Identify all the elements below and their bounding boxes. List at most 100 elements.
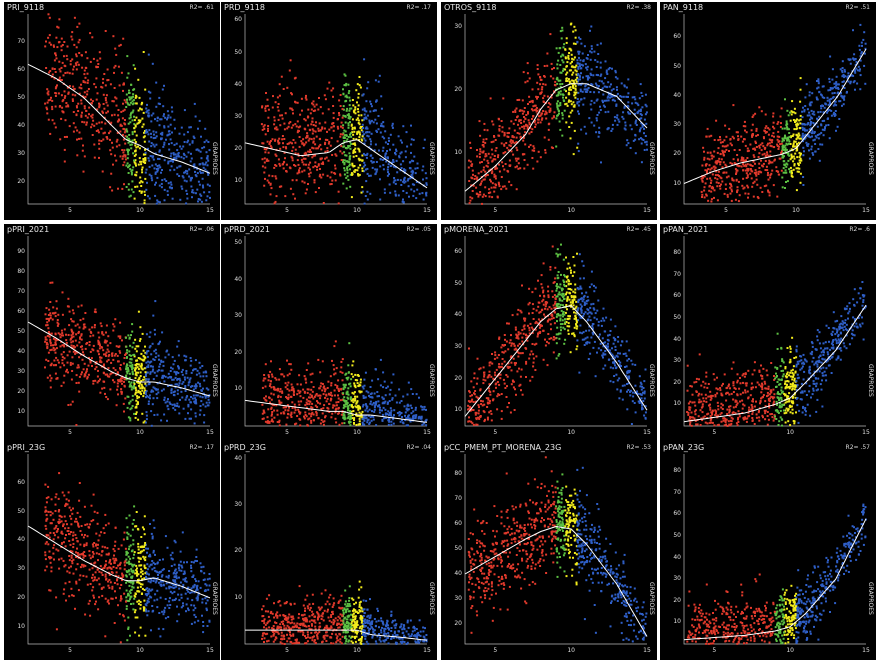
data-point <box>125 164 128 167</box>
data-point <box>341 108 344 111</box>
data-point <box>270 386 273 389</box>
data-point <box>574 93 577 96</box>
data-point <box>765 165 768 168</box>
data-point <box>411 172 414 175</box>
data-point <box>46 347 49 350</box>
data-point <box>160 186 163 189</box>
data-point <box>351 127 354 129</box>
data-point <box>133 115 135 118</box>
data-point <box>847 80 850 83</box>
data-point <box>291 157 294 160</box>
data-point <box>307 388 310 391</box>
data-point <box>119 368 122 371</box>
data-point <box>65 339 68 342</box>
data-point <box>539 114 542 117</box>
data-point <box>568 115 571 118</box>
data-point <box>315 135 318 138</box>
data-point <box>171 378 174 381</box>
data-point <box>98 156 100 159</box>
data-point <box>624 124 627 127</box>
data-point <box>147 147 149 150</box>
data-point <box>96 375 99 378</box>
data-point <box>332 116 335 119</box>
data-point <box>467 166 470 169</box>
data-point <box>341 126 344 129</box>
data-point <box>498 118 500 121</box>
data-point <box>93 124 96 127</box>
data-point <box>124 158 127 161</box>
data-point <box>135 95 138 98</box>
data-point <box>562 46 565 49</box>
data-point <box>604 60 607 63</box>
data-point <box>133 130 136 133</box>
data-point <box>828 80 831 83</box>
data-point <box>399 179 402 182</box>
data-point <box>510 139 513 142</box>
data-point <box>594 82 597 85</box>
data-point <box>114 353 117 355</box>
data-point <box>123 99 126 102</box>
data-point <box>150 390 153 393</box>
data-point <box>365 156 368 159</box>
data-point <box>163 188 166 191</box>
data-point <box>364 154 367 157</box>
data-point <box>200 389 203 392</box>
data-point <box>92 57 95 60</box>
data-point <box>418 396 420 399</box>
data-point <box>809 136 812 139</box>
data-point <box>152 390 155 393</box>
data-point <box>272 420 275 423</box>
y-tick-label: 10 <box>17 408 25 415</box>
data-point <box>129 116 132 119</box>
data-point <box>528 95 531 98</box>
data-point <box>332 129 335 132</box>
data-point <box>66 71 69 74</box>
data-point <box>202 371 205 374</box>
data-point <box>122 151 125 154</box>
data-point <box>863 52 866 55</box>
data-point <box>125 375 128 378</box>
data-point <box>272 95 274 98</box>
data-point <box>191 189 194 192</box>
data-point <box>753 147 756 150</box>
data-point <box>44 336 47 339</box>
data-point <box>271 175 274 178</box>
data-point <box>130 361 133 364</box>
data-point <box>89 361 92 364</box>
data-point <box>394 193 397 196</box>
data-point <box>369 192 372 195</box>
data-point <box>569 62 572 65</box>
data-point <box>425 182 428 185</box>
data-point <box>753 156 756 158</box>
data-point <box>566 80 569 82</box>
data-point <box>131 346 134 349</box>
data-point <box>102 138 105 141</box>
data-point <box>151 179 154 182</box>
data-point <box>737 159 739 162</box>
data-point <box>415 181 418 183</box>
data-point <box>51 99 54 102</box>
data-point <box>190 371 193 374</box>
data-point <box>713 150 716 153</box>
data-point <box>54 372 57 375</box>
data-point <box>294 409 297 412</box>
data-point <box>345 94 348 97</box>
data-point <box>81 348 84 351</box>
data-point <box>738 165 741 167</box>
data-point <box>799 122 802 125</box>
data-point <box>148 346 151 349</box>
data-point <box>375 161 378 163</box>
data-point <box>141 117 144 120</box>
data-point <box>744 125 747 128</box>
data-point <box>353 382 356 385</box>
data-point <box>350 172 353 175</box>
data-point <box>269 140 272 142</box>
data-point <box>708 135 711 138</box>
data-point <box>607 110 610 113</box>
data-point <box>161 133 164 136</box>
data-point <box>536 160 539 163</box>
data-point <box>290 107 293 110</box>
data-point <box>508 164 511 167</box>
data-point <box>761 153 764 156</box>
data-point <box>134 124 137 127</box>
